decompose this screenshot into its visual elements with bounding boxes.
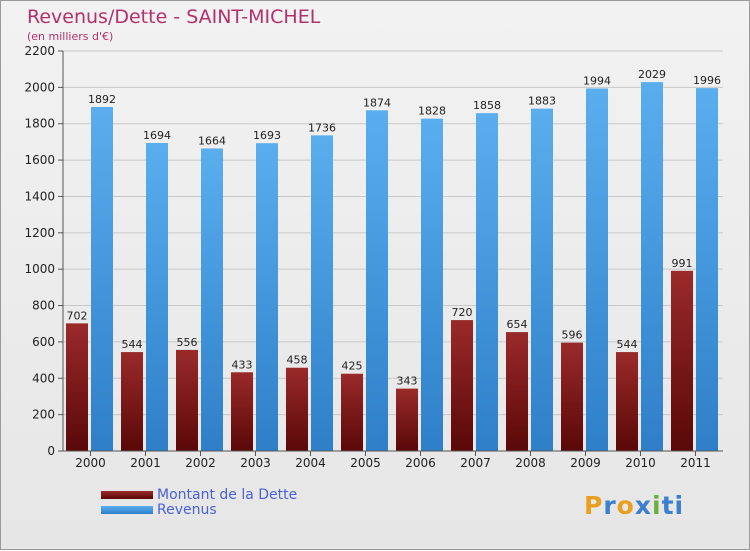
bar-debt <box>231 372 253 451</box>
data-label-debt: 433 <box>232 358 253 371</box>
bar-debt <box>341 373 363 451</box>
bar-debt <box>396 388 418 451</box>
bar-debt <box>286 367 308 451</box>
legend-item-revenus: Revenus <box>101 501 297 518</box>
data-label-debt: 991 <box>672 257 693 270</box>
data-label-revenus: 1693 <box>253 129 281 142</box>
y-tick-label: 1000 <box>24 262 55 276</box>
legend-swatch-debt <box>101 490 153 499</box>
proxiti-logo: Proxiti <box>584 491 685 520</box>
bar-revenus <box>421 118 443 452</box>
x-tick-label: 2010 <box>625 456 656 470</box>
legend-label-revenus: Revenus <box>157 501 217 518</box>
y-tick-label: 1800 <box>24 117 55 131</box>
data-label-debt: 343 <box>397 375 418 388</box>
data-label-debt: 596 <box>562 329 583 342</box>
bar-revenus <box>586 88 608 452</box>
x-tick-label: 2005 <box>350 456 381 470</box>
bar-debt <box>176 349 198 451</box>
y-tick-label: 2000 <box>24 80 55 94</box>
x-tick-label: 2001 <box>130 456 161 470</box>
data-label-debt: 654 <box>507 318 528 331</box>
data-label-debt: 544 <box>122 338 143 351</box>
x-tick-label: 2004 <box>295 456 326 470</box>
x-tick-label: 2003 <box>240 456 271 470</box>
bar-revenus <box>91 107 113 451</box>
bar-revenus <box>311 135 333 451</box>
data-label-revenus: 1736 <box>308 121 336 134</box>
legend-item-debt: Montant de la Dette <box>101 486 298 503</box>
legend: Montant de la Dette Revenus <box>101 486 298 518</box>
bar-debt <box>451 320 473 451</box>
y-tick-label: 1200 <box>24 226 55 240</box>
data-label-revenus: 2029 <box>638 68 666 81</box>
data-label-revenus: 1694 <box>143 129 171 142</box>
data-label-revenus: 1664 <box>198 134 226 147</box>
x-tick-label: 2011 <box>680 456 711 470</box>
data-label-revenus: 1994 <box>583 74 611 87</box>
chart-subtitle: (en milliers d'€) <box>27 30 114 43</box>
data-label-debt: 702 <box>67 309 88 322</box>
bar-revenus <box>146 143 168 451</box>
data-label-debt: 556 <box>177 336 198 349</box>
bar-revenus <box>256 143 278 451</box>
bar-revenus <box>641 82 663 451</box>
x-tick-label: 2002 <box>185 456 216 470</box>
data-label-debt: 720 <box>452 306 473 319</box>
x-tick-label: 2006 <box>405 456 436 470</box>
data-label-debt: 544 <box>617 338 638 351</box>
y-tick-label: 2200 <box>24 44 55 58</box>
bar-revenus <box>531 108 553 452</box>
bar-revenus <box>366 110 388 451</box>
data-label-revenus: 1892 <box>88 93 116 106</box>
bar-debt <box>616 352 638 451</box>
y-tick-label: 600 <box>32 335 55 349</box>
bar-debt <box>121 352 143 451</box>
x-tick-label: 2009 <box>570 456 601 470</box>
bar-revenus <box>201 148 223 452</box>
y-tick-label: 800 <box>32 299 55 313</box>
x-tick-label: 2000 <box>75 456 106 470</box>
bar-debt <box>561 342 583 451</box>
chart-title: Revenus/Dette - SAINT-MICHEL <box>27 6 321 28</box>
y-tick-label: 400 <box>32 371 55 385</box>
data-label-revenus: 1883 <box>528 95 556 108</box>
data-label-revenus: 1858 <box>473 99 501 112</box>
x-tick-label: 2008 <box>515 456 546 470</box>
legend-label-debt: Montant de la Dette <box>157 486 298 503</box>
bar-revenus <box>696 88 718 451</box>
bar-debt <box>66 323 88 451</box>
data-label-revenus: 1996 <box>693 74 721 87</box>
data-label-debt: 425 <box>342 360 363 373</box>
data-label-revenus: 1828 <box>418 105 446 118</box>
y-tick-label: 0 <box>47 444 55 458</box>
bar-debt <box>671 270 693 451</box>
legend-swatch-revenus <box>101 505 153 514</box>
y-tick-label: 200 <box>32 408 55 422</box>
y-tick-label: 1600 <box>24 153 55 167</box>
x-tick-label: 2007 <box>460 456 491 470</box>
bar-debt <box>506 332 528 451</box>
bar-revenus <box>476 113 498 451</box>
data-label-debt: 458 <box>287 354 308 367</box>
data-label-revenus: 1874 <box>363 96 391 109</box>
y-tick-label: 1400 <box>24 189 55 203</box>
